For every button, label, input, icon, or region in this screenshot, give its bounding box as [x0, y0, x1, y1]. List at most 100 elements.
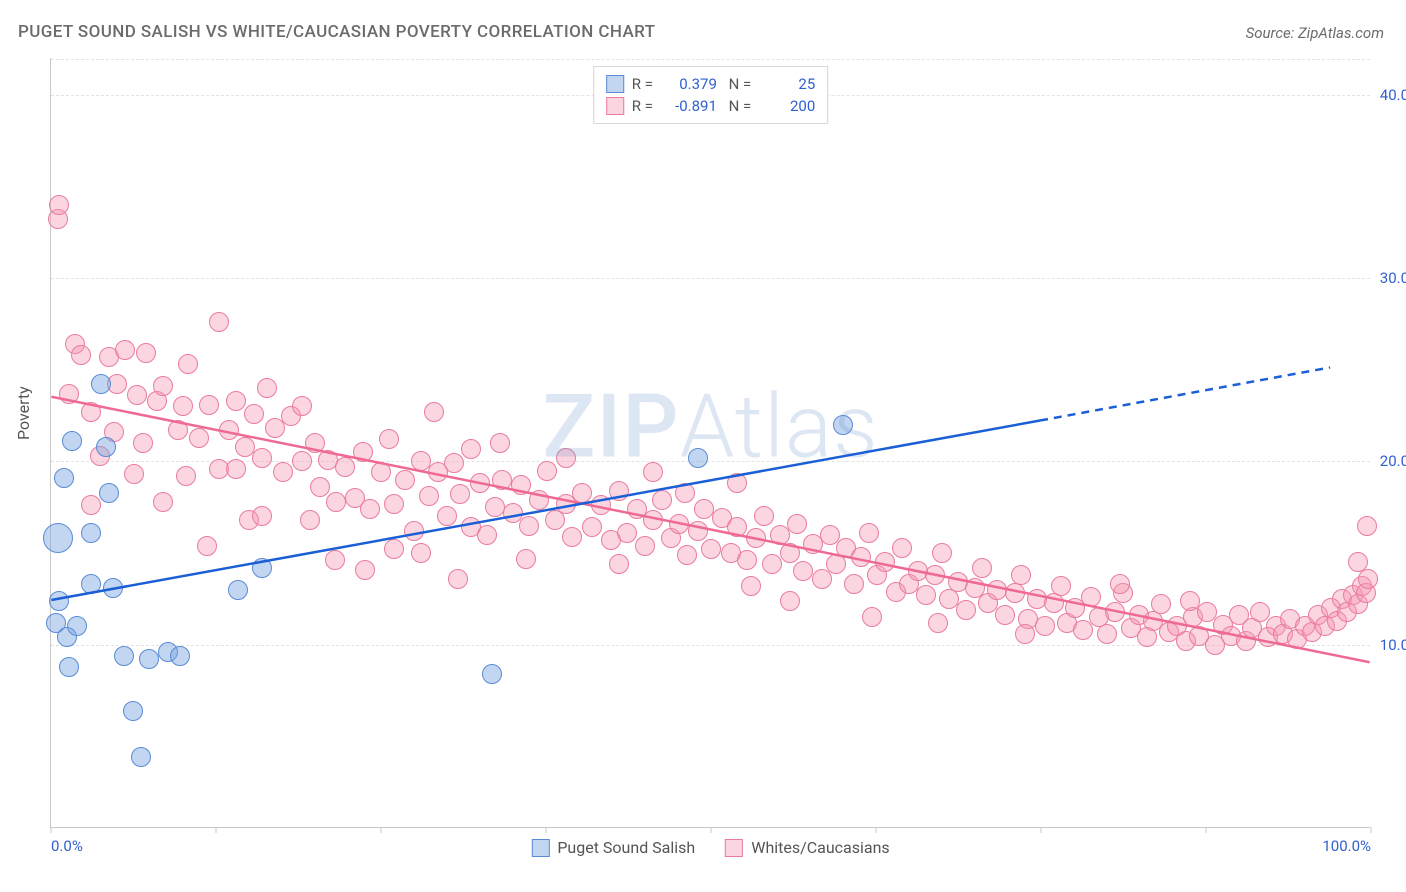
data-point-pink — [379, 429, 399, 449]
data-point-pink — [450, 484, 470, 504]
data-point-pink — [404, 521, 424, 541]
x-tick-mark — [1371, 827, 1372, 833]
data-point-pink — [490, 433, 510, 453]
data-point-pink — [928, 613, 948, 633]
data-point-pink — [292, 396, 312, 416]
data-point-pink — [173, 396, 193, 416]
data-point-pink — [1051, 576, 1071, 596]
legend-swatch-blue — [531, 839, 549, 857]
x-tick-mark — [51, 827, 52, 833]
data-point-pink — [701, 539, 721, 559]
data-point-pink — [741, 576, 761, 596]
data-point-pink — [652, 490, 672, 510]
data-point-pink — [844, 574, 864, 594]
stats-row-blue: R = 0.379 N = 25 — [606, 73, 816, 95]
data-point-pink — [972, 558, 992, 578]
data-point-pink — [643, 510, 663, 530]
data-point-blue — [81, 574, 101, 594]
data-point-pink — [300, 510, 320, 530]
y-tick-label: 10.0% — [1374, 636, 1406, 654]
data-point-pink — [273, 462, 293, 482]
data-point-pink — [582, 517, 602, 537]
chart-title: PUGET SOUND SALISH VS WHITE/CAUCASIAN PO… — [18, 22, 655, 42]
data-point-pink — [292, 451, 312, 471]
y-tick-label: 40.0% — [1374, 86, 1406, 104]
data-point-pink — [669, 514, 689, 534]
data-point-pink — [851, 547, 871, 567]
data-point-blue — [91, 374, 111, 394]
data-point-pink — [793, 561, 813, 581]
data-point-pink — [444, 453, 464, 473]
data-point-pink — [875, 552, 895, 572]
data-point-pink — [360, 499, 380, 519]
data-point-blue — [99, 483, 119, 503]
data-point-blue — [67, 616, 87, 636]
data-point-blue — [228, 580, 248, 600]
data-point-blue — [123, 701, 143, 721]
data-point-pink — [754, 506, 774, 526]
data-point-blue — [54, 468, 74, 488]
data-point-pink — [780, 591, 800, 611]
data-point-pink — [305, 433, 325, 453]
data-point-pink — [727, 517, 747, 537]
x-tick-mark — [876, 827, 877, 833]
data-point-pink — [335, 457, 355, 477]
data-point-pink — [124, 464, 144, 484]
data-point-pink — [133, 433, 153, 453]
data-point-pink — [419, 486, 439, 506]
data-point-pink — [448, 569, 468, 589]
data-point-pink — [127, 385, 147, 405]
legend-item-pink: Whites/Caucasians — [725, 838, 889, 857]
data-point-pink — [424, 402, 444, 422]
data-point-pink — [519, 516, 539, 536]
data-point-pink — [529, 490, 549, 510]
data-point-pink — [1105, 602, 1125, 622]
data-point-pink — [437, 506, 457, 526]
data-point-blue — [49, 591, 69, 611]
data-point-pink — [762, 554, 782, 574]
legend-swatch-pink — [725, 839, 743, 857]
data-point-blue — [96, 437, 116, 457]
data-point-pink — [609, 554, 629, 574]
data-point-blue — [62, 431, 82, 451]
data-point-pink — [892, 538, 912, 558]
data-point-pink — [1358, 569, 1378, 589]
data-point-pink — [199, 395, 219, 415]
data-point-pink — [395, 470, 415, 490]
legend-item-blue: Puget Sound Salish — [531, 838, 695, 857]
data-point-pink — [257, 378, 277, 398]
data-point-pink — [310, 477, 330, 497]
stat-n-pink: 200 — [759, 95, 815, 117]
data-point-pink — [1097, 624, 1117, 644]
data-point-pink — [1081, 587, 1101, 607]
x-tick-mark — [1041, 827, 1042, 833]
data-point-pink — [556, 448, 576, 468]
y-axis-label: Poverty — [14, 386, 33, 440]
data-point-pink — [925, 565, 945, 585]
data-point-pink — [1250, 602, 1270, 622]
data-point-pink — [859, 523, 879, 543]
data-point-pink — [353, 442, 373, 462]
y-tick-label: 20.0% — [1374, 452, 1406, 470]
data-point-pink — [176, 466, 196, 486]
x-tick-mark — [711, 827, 712, 833]
data-point-pink — [81, 495, 101, 515]
data-point-pink — [485, 497, 505, 517]
data-point-pink — [770, 525, 790, 545]
data-point-pink — [492, 470, 512, 490]
gridline — [51, 59, 1370, 60]
data-point-pink — [371, 462, 391, 482]
data-point-pink — [325, 550, 345, 570]
data-point-blue — [482, 664, 502, 684]
gridline — [51, 278, 1370, 279]
data-point-pink — [1348, 552, 1368, 572]
data-point-pink — [244, 404, 264, 424]
data-point-pink — [1005, 583, 1025, 603]
stat-r-pink: -0.891 — [661, 95, 717, 117]
data-point-pink — [1357, 516, 1377, 536]
data-point-blue — [43, 523, 73, 553]
x-tick-label: 100.0% — [1322, 837, 1371, 855]
watermark: ZIPAtlas — [542, 376, 878, 479]
data-point-pink — [252, 506, 272, 526]
data-point-pink — [537, 461, 557, 481]
